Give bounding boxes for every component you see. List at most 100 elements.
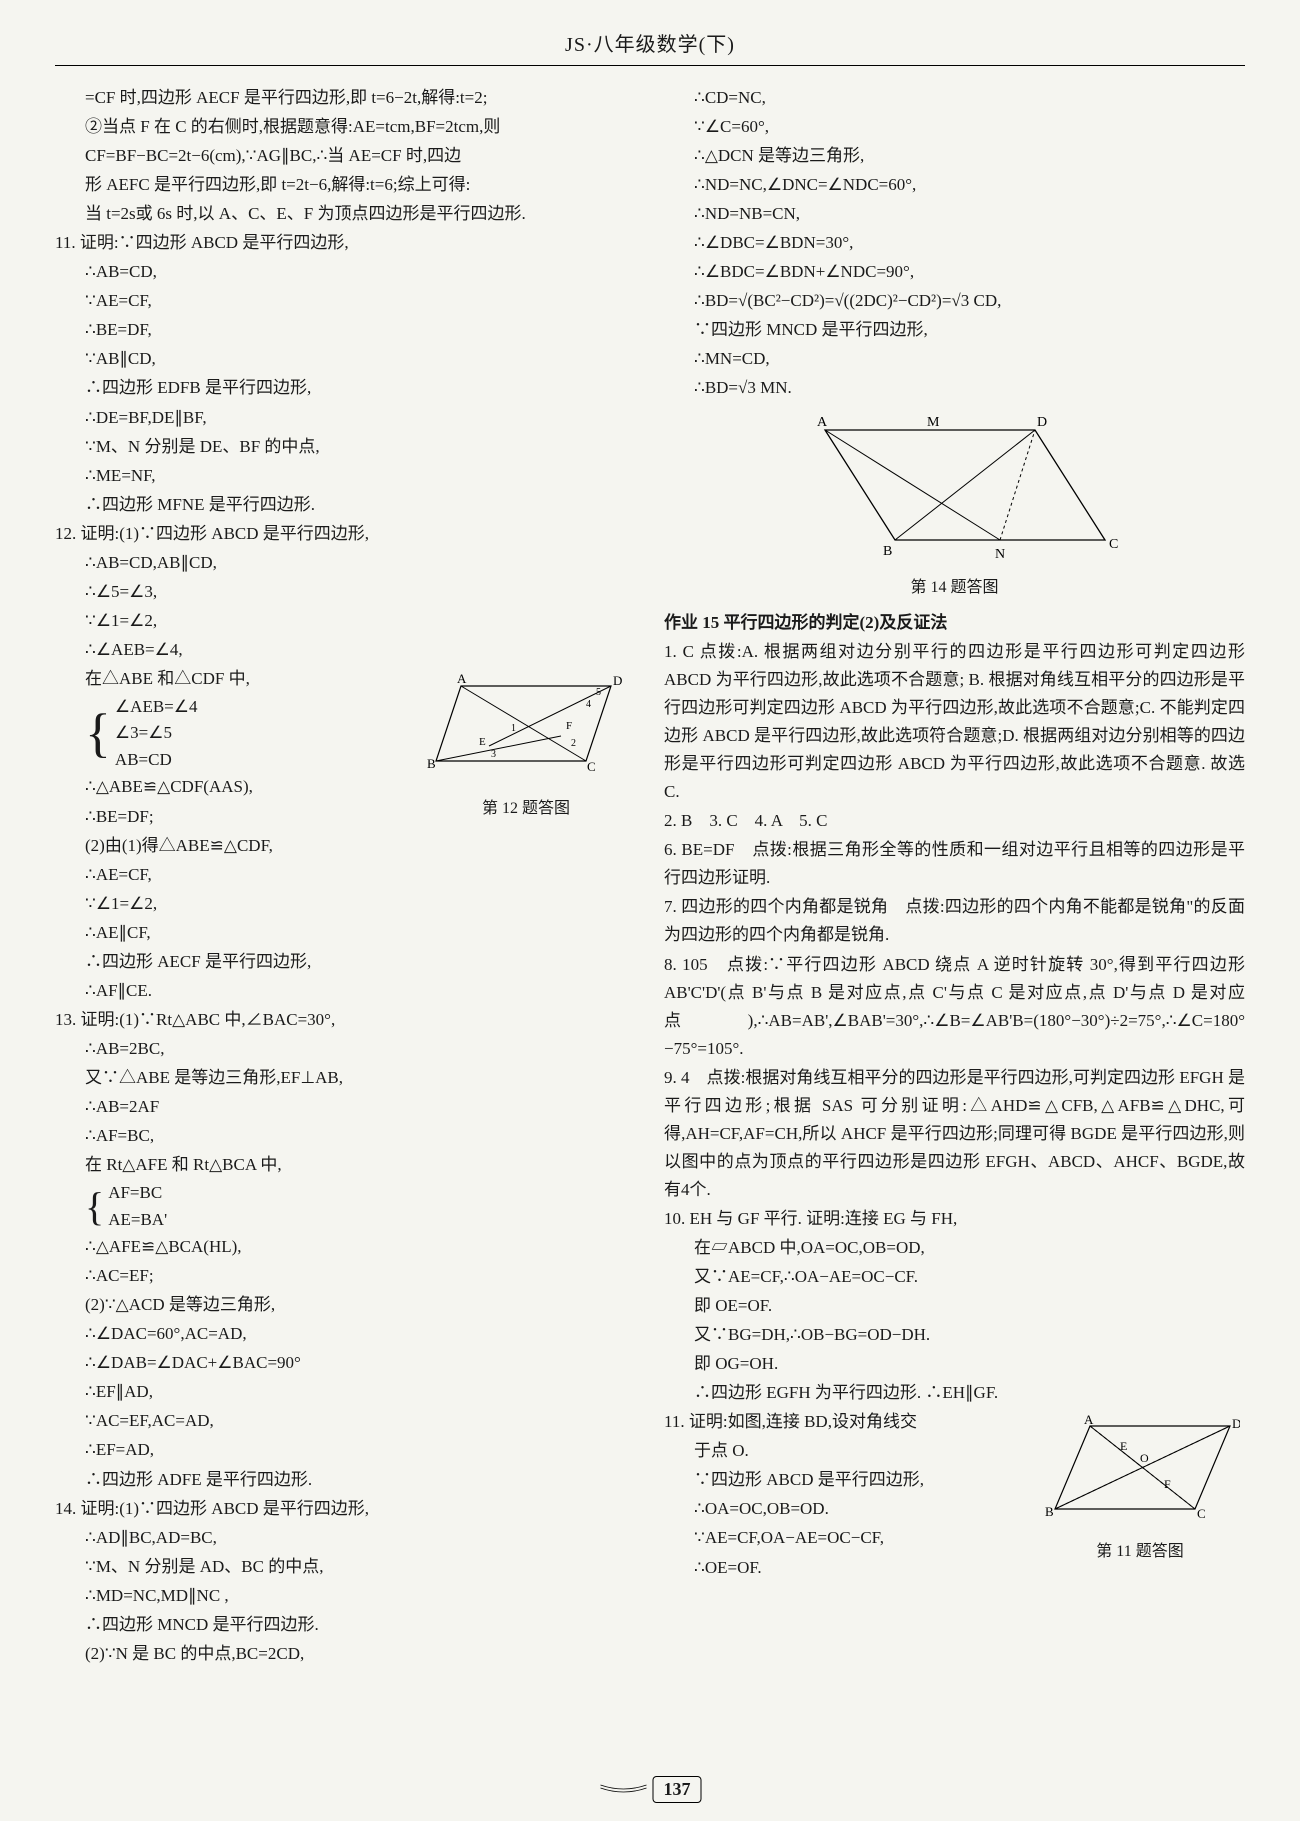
text-line: ∴△AFE≌△BCA(HL), — [55, 1233, 636, 1261]
text-line: ∴BD=√(BC²−CD²)=√((2DC)²−CD²)=√3 CD, — [664, 287, 1245, 315]
text-line: ∴∠DAC=60°,AC=AD, — [55, 1320, 636, 1348]
figure-14-diagram: A M D B N C — [785, 410, 1125, 560]
text-line: ∴∠AEB=∠4, — [55, 636, 636, 664]
text-line: (2)∵△ACD 是等边三角形, — [55, 1291, 636, 1319]
text-line: (2)由(1)得△ABE≌△CDF, — [55, 832, 636, 860]
text-line: ∴四边形 EGFH 为平行四边形. ∴EH∥GF. — [664, 1379, 1245, 1407]
figure-11-diagram: A D B C E O F — [1040, 1414, 1240, 1524]
text-line: ∵AB∥CD, — [55, 345, 636, 373]
svg-text:F: F — [1164, 1477, 1171, 1491]
problem-11: 11. 证明:∵四边形 ABCD 是平行四边形, — [55, 229, 636, 257]
svg-text:A: A — [817, 415, 828, 430]
answer-8: 8. 105 点拨:∵平行四边形 ABCD 绕点 A 逆时针旋转 30°,得到平… — [664, 951, 1245, 1063]
text-line: ∴△DCN 是等边三角形, — [664, 142, 1245, 170]
text-line: 形 AEFC 是平行四边形,即 t=2t−6,解得:t=6;综上可得: — [55, 171, 636, 199]
text-line: ∴DE=BF,DE∥BF, — [55, 404, 636, 432]
page-header: JS·八年级数学(下) — [55, 28, 1245, 66]
svg-text:N: N — [995, 547, 1005, 560]
svg-text:E: E — [479, 736, 486, 748]
right-column: ∴CD=NC, ∵∠C=60°, ∴△DCN 是等边三角形, ∴ND=NC,∠D… — [664, 84, 1245, 1669]
svg-text:4: 4 — [586, 699, 591, 710]
text-line: ∴ND=NB=CN, — [664, 200, 1245, 228]
text-line: 在△ABE 和△CDF 中, — [55, 665, 416, 693]
text-line: ∴BE=DF; — [55, 803, 416, 831]
text-line: ∴AB=CD,AB∥CD, — [55, 549, 636, 577]
text-line: ∴BE=DF, — [55, 316, 636, 344]
svg-text:O: O — [1140, 1451, 1149, 1465]
text-line: ∵四边形 MNCD 是平行四边形, — [664, 316, 1245, 344]
problem-13: 13. 证明:(1)∵Rt△ABC 中,∠BAC=30°, — [55, 1006, 636, 1034]
answer-7: 7. 四边形的四个内角都是锐角 点拨:四边形的四个内角不能都是锐角"的反面为四边… — [664, 893, 1245, 949]
svg-text:5: 5 — [596, 687, 601, 698]
problem-14: 14. 证明:(1)∵四边形 ABCD 是平行四边形, — [55, 1495, 636, 1523]
text-line: ∴AC=EF; — [55, 1262, 636, 1290]
text-line: 又∵BG=DH,∴OB−BG=OD−DH. — [664, 1321, 1245, 1349]
text-line: ∴∠5=∠3, — [55, 578, 636, 606]
text-line: ∴AD∥BC,AD=BC, — [55, 1524, 636, 1552]
text-line: 在▱ABCD 中,OA=OC,OB=OD, — [664, 1234, 1245, 1262]
text-line: 即 OE=OF. — [664, 1292, 1245, 1320]
text-line: ∴AB=2BC, — [55, 1035, 636, 1063]
answer-1: 1. C 点拨:A. 根据两组对边分别平行的四边形是平行四边形可判定四边形 AB… — [664, 638, 1245, 806]
text-line: ∴EF=AD, — [55, 1436, 636, 1464]
text-line: AB=CD — [115, 747, 198, 773]
svg-text:M: M — [927, 415, 940, 430]
answer-2to5: 2. B 3. C 4. A 5. C — [664, 807, 1245, 835]
answer-11: 11. 证明:如图,连接 BD,设对角线交 — [664, 1408, 1035, 1436]
text-line: ∴AE=CF, — [55, 861, 636, 889]
svg-text:2: 2 — [571, 738, 576, 749]
text-line: ∴EF∥AD, — [55, 1378, 636, 1406]
text-line: =CF 时,四边形 AECF 是平行四边形,即 t=6−2t,解得:t=2; — [55, 84, 636, 112]
text-line: ∠AEB=∠4 — [115, 694, 198, 720]
text-line: AF=BC — [108, 1180, 167, 1206]
text-line: ∴∠DAB=∠DAC+∠BAC=90° — [55, 1349, 636, 1377]
text-line: ∵AC=EF,AC=AD, — [55, 1407, 636, 1435]
svg-text:B: B — [427, 756, 436, 771]
figure-11-label: 第 11 题答图 — [1035, 1539, 1245, 1565]
brace-icon: { — [85, 1190, 104, 1224]
text-line: ②当点 F 在 C 的右侧时,根据题意得:AE=tcm,BF=2tcm,则 — [55, 113, 636, 141]
text-line: 又∵AE=CF,∴OA−AE=OC−CF. — [664, 1263, 1245, 1291]
text-line: AE=BA' — [108, 1207, 167, 1233]
svg-text:C: C — [587, 759, 596, 774]
svg-text:F: F — [566, 720, 572, 732]
answer-9: 9. 4 点拨:根据对角线互相平分的四边形是平行四边形,可判定四边形 EFGH … — [664, 1064, 1245, 1204]
brace-icon: { — [85, 711, 111, 757]
text-line: ∵∠C=60°, — [664, 113, 1245, 141]
brace-group: { ∠AEB=∠4 ∠3=∠5 AB=CD — [55, 694, 416, 774]
text-line: ∠3=∠5 — [115, 720, 198, 746]
text-line: ∴ND=NC,∠DNC=∠NDC=60°, — [664, 171, 1245, 199]
text-line: ∴MD=NC,MD∥NC , — [55, 1582, 636, 1610]
svg-text:C: C — [1197, 1506, 1206, 1521]
svg-text:B: B — [1045, 1504, 1054, 1519]
text-line: ∴AF=BC, — [55, 1122, 636, 1150]
text-line: ∴四边形 ADFE 是平行四边形. — [55, 1466, 636, 1494]
text-line: ∴OE=OF. — [664, 1554, 1035, 1582]
text-line: ∴∠BDC=∠BDN+∠NDC=90°, — [664, 258, 1245, 286]
text-line: ∵∠1=∠2, — [55, 607, 636, 635]
text-line: ∵AE=CF,OA−AE=OC−CF, — [664, 1524, 1035, 1552]
text-line: ∵四边形 ABCD 是平行四边形, — [664, 1466, 1035, 1494]
text-line: ∴四边形 MNCD 是平行四边形. — [55, 1611, 636, 1639]
svg-text:D: D — [1037, 415, 1047, 430]
text-line: ∴四边形 EDFB 是平行四边形, — [55, 374, 636, 402]
problem-12: 12. 证明:(1)∵四边形 ABCD 是平行四边形, — [55, 520, 636, 548]
figure-12-label: 第 12 题答图 — [416, 796, 636, 822]
figure-12-diagram: A D B C E F 3 1 2 4 5 — [421, 671, 631, 781]
text-line: (2)∵N 是 BC 的中点,BC=2CD, — [55, 1640, 636, 1668]
text-line: ∴MN=CD, — [664, 345, 1245, 373]
text-line: 即 OG=OH. — [664, 1350, 1245, 1378]
svg-text:A: A — [457, 671, 467, 686]
text-line: ∴CD=NC, — [664, 84, 1245, 112]
svg-text:A: A — [1084, 1414, 1094, 1427]
text-line: 于点 O. — [664, 1437, 1035, 1465]
section-15-title: 作业 15 平行四边形的判定(2)及反证法 — [664, 609, 1245, 637]
svg-text:3: 3 — [491, 749, 496, 760]
figure-14-label: 第 14 题答图 — [664, 575, 1245, 601]
svg-text:1: 1 — [511, 723, 516, 734]
answer-10: 10. EH 与 GF 平行. 证明:连接 EG 与 FH, — [664, 1205, 1245, 1233]
text-line: 又∵△ABE 是等边三角形,EF⊥AB, — [55, 1064, 636, 1092]
svg-text:B: B — [883, 544, 892, 559]
answer-6: 6. BE=DF 点拨:根据三角形全等的性质和一组对边平行且相等的四边形是平行四… — [664, 836, 1245, 892]
text-line: ∴AF∥CE. — [55, 977, 636, 1005]
